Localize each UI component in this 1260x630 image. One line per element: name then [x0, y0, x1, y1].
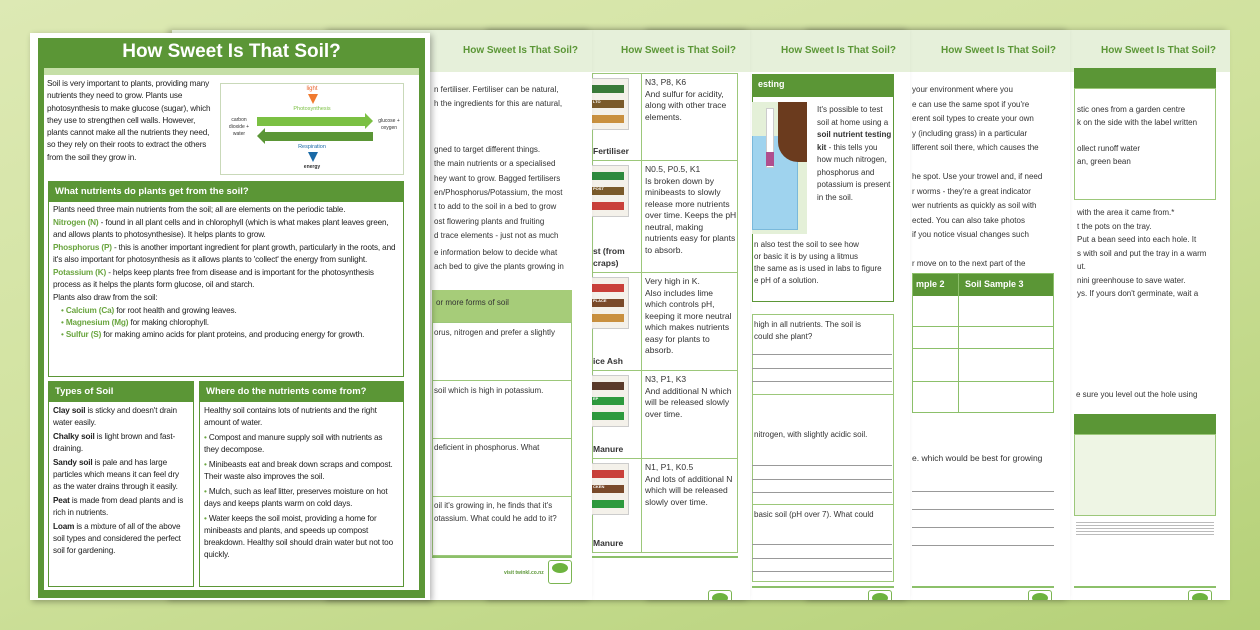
- text-line: your environment where you: [912, 85, 1013, 94]
- test-kit-image: [752, 102, 807, 234]
- text-line: e can use the same spot if you're: [912, 99, 1030, 109]
- result-box: [1074, 434, 1216, 516]
- text-line: lifferent soil there, which causes the: [912, 143, 1039, 152]
- text-line: h the ingredients for this are natural,: [434, 99, 563, 108]
- text-line: ost flowering plants and fruiting: [434, 216, 545, 226]
- text-line: ut.: [1077, 262, 1086, 271]
- text-line: gned to target different things.: [434, 145, 541, 154]
- arrow-down-icon: [308, 152, 318, 162]
- text-line: N0.5, P0.5, K1 Is broken down by minibea…: [645, 164, 737, 255]
- intro-text: Soil is very important to plants, provid…: [47, 79, 211, 162]
- table-row: EP Manure N3, P1, K3 And additional N whic…: [589, 371, 737, 459]
- worksheet-front-page: How Sweet Is That Soil? Soil is very imp…: [30, 33, 430, 600]
- text-line: ected. You can also take photos: [912, 215, 1025, 225]
- text-line: t to add to the soil in a bed to grow: [434, 202, 557, 212]
- results-table: mple 2 Soil Sample 3: [912, 273, 1054, 413]
- text-line: nini greenhouse to save water.: [1077, 275, 1186, 285]
- text-line: with the area it came from.*: [1077, 208, 1175, 217]
- twinkl-logo: [1188, 590, 1212, 600]
- text-line: r move on to the next part of the: [912, 259, 1026, 268]
- text-line: if you notice visual changes such: [912, 230, 1029, 239]
- materials-box: [1074, 88, 1216, 200]
- text-line: N1, P1, K0.5 And lots of additional N wh…: [645, 462, 733, 507]
- fertiliser-bag-image: POST: [589, 165, 629, 217]
- nutrients-box: What nutrients do plants get from the so…: [48, 181, 404, 377]
- section-band: [1074, 68, 1216, 88]
- text-line: N3, P8, K6 And sulfur for acidity, along…: [645, 77, 727, 122]
- twinkl-logo: [708, 590, 732, 600]
- text-line: Fertiliser: [593, 145, 629, 156]
- text-line: e pH of a solution.: [754, 276, 819, 285]
- table-row: CKEN Manure N1, P1, K0.5 And lots of addit…: [589, 459, 737, 552]
- table-row: LTO Fertiliser N3, P8, K6 And sulfur for a…: [589, 74, 737, 161]
- fertiliser-bag-image: LTO: [589, 78, 629, 130]
- photosynthesis-diagram: light Photosynthesis carbon dioxide + wa…: [220, 83, 404, 175]
- text-line: wer nutrients as quickly as soil with: [912, 201, 1037, 210]
- text-line: the same as is used in labs to figure: [754, 264, 882, 273]
- text-line: t the pots on the tray.: [1077, 221, 1152, 231]
- fertiliser-bag-image: CKEN: [589, 463, 629, 515]
- text-line: N3, P1, K3 And additional N which will b…: [645, 374, 732, 419]
- result-band: [1074, 414, 1216, 434]
- text-line: en/Phosphorus/Potassium, the most: [434, 187, 563, 197]
- text-line: n also test the soil to see how: [754, 240, 859, 249]
- text-line: an, green bean: [1077, 157, 1131, 166]
- bag-label: POST: [593, 186, 604, 191]
- text-line: or basic it is by using a litmus: [754, 252, 859, 261]
- text-line: k on the side with the label written: [1077, 118, 1198, 127]
- text-line: Very high in K. Also includes lime which…: [645, 276, 732, 355]
- arrow-right-icon: [257, 117, 365, 126]
- twinkl-logo: [1028, 590, 1052, 600]
- text-line: stic ones from a garden centre: [1077, 105, 1186, 114]
- text-line: the main nutrients or a specialised: [434, 159, 556, 169]
- task-band: or more forms of soil: [432, 290, 572, 322]
- arrow-down-icon: [308, 94, 318, 104]
- bag-label: EP: [593, 396, 599, 401]
- nutrient-sources-box: Where do the nutrients come from? Health…: [199, 381, 404, 587]
- text-line: y (including grass) in a particular: [912, 128, 1028, 138]
- text-line: Put a bean seed into each hole. It: [1077, 235, 1197, 244]
- text-line: st (from craps): [593, 246, 625, 268]
- bag-label: PLACE: [593, 298, 607, 303]
- text-line: Manure: [593, 443, 624, 454]
- page-title: How Sweet Is That Soil?: [122, 41, 341, 62]
- table-row: POST st (from craps) N0.5, P0.5, K1 Is bro…: [589, 161, 737, 273]
- twinkl-logo: [868, 590, 892, 600]
- text-line: s with soil and put the tray in a warm: [1077, 248, 1207, 258]
- bag-label: CKEN: [593, 484, 605, 489]
- fertiliser-table: LTO Fertiliser N3, P8, K6 And sulfur for a…: [589, 73, 738, 553]
- text-line: r worms - they're a great indicator: [912, 186, 1031, 196]
- text-line: he spot. Use your trowel and, if need: [912, 172, 1043, 181]
- table-row: PLACE ice Ash Very high in K. Also include…: [589, 273, 737, 371]
- bag-label: LTO: [593, 99, 601, 104]
- text-line: hey want to grow. Bagged fertilisers: [434, 173, 561, 183]
- soil-testing-band: esting: [752, 74, 894, 96]
- text-line: e information below to decide what: [434, 248, 558, 257]
- text-line: erent soil types to create your own: [912, 114, 1034, 123]
- text-line: Manure: [593, 537, 624, 548]
- text-line: ice Ash: [593, 355, 623, 366]
- fertiliser-bag-image: EP: [589, 375, 629, 427]
- text-line: d trace elements - just not as much: [434, 230, 559, 240]
- arrow-left-icon: [265, 132, 373, 141]
- fertiliser-bag-image: PLACE: [589, 277, 629, 329]
- twinkl-logo: [548, 560, 572, 584]
- text-line: ach bed to give the plants growing in: [434, 262, 564, 271]
- text-line: ys. If yours don't germinate, wait a: [1077, 289, 1199, 298]
- fine-print: [1076, 522, 1214, 536]
- text-line: n fertiliser. Fertiliser can be natural,: [434, 85, 559, 94]
- text-line: ollect runoff water: [1077, 144, 1140, 153]
- types-of-soil-box: Types of Soil Clay soil is sticky and do…: [48, 381, 194, 587]
